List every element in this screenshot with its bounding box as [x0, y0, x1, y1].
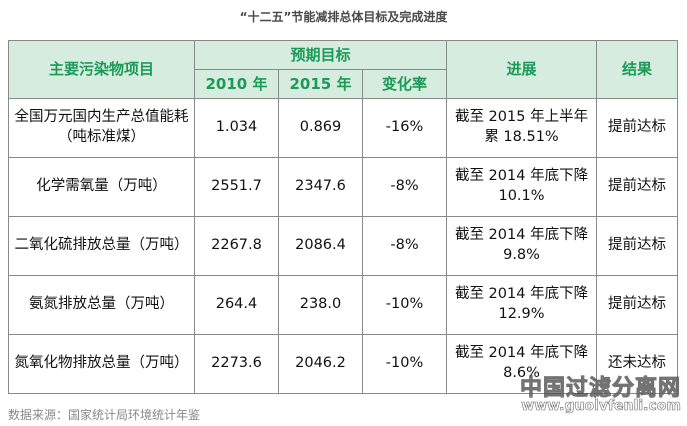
row-progress: 截至 2014 年底下降 8.6%: [446, 334, 598, 394]
row-value-2015: 2086.4: [278, 216, 363, 276]
row-change-rate: -10%: [361, 334, 448, 394]
row-progress: 截至 2014 年底下降 12.9%: [446, 275, 598, 335]
row-item: 氮氧化物排放总量（万吨）: [8, 334, 195, 394]
row-change-rate: -10%: [361, 275, 448, 335]
row-value-2015: 238.0: [278, 275, 363, 335]
row-value-2015: 0.869: [278, 98, 363, 158]
row-value-2010: 2273.6: [194, 334, 279, 394]
page-title: “十二五”节能减排总体目标及完成进度: [239, 10, 448, 24]
table-row: 全国万元国内生产总值能耗（吨标准煤） 1.034 0.869 -16% 截至 2…: [8, 98, 679, 158]
row-result: 提前达标: [596, 157, 679, 217]
row-change-rate: -16%: [361, 98, 448, 158]
header-2010: 2010 年: [194, 69, 279, 99]
row-item: 二氧化硫排放总量（万吨）: [8, 216, 195, 276]
row-result: 提前达标: [596, 216, 679, 276]
header-result: 结果: [596, 40, 679, 99]
row-value-2010: 264.4: [194, 275, 279, 335]
targets-table: 主要污染物项目 预期目标 进展 结果 2010 年 2015 年 变化率 全国万…: [8, 40, 679, 394]
table-row: 氨氮排放总量（万吨） 264.4 238.0 -10% 截至 2014 年底下降…: [8, 275, 679, 335]
row-value-2015: 2347.6: [278, 157, 363, 217]
row-value-2010: 2551.7: [194, 157, 279, 217]
row-result: 提前达标: [596, 98, 679, 158]
row-item: 氨氮排放总量（万吨）: [8, 275, 195, 335]
watermark-url: www.guolvfenli.com: [521, 398, 681, 415]
row-progress: 截至 2014 年底下降 10.1%: [446, 157, 598, 217]
row-progress: 截至 2015 年上半年累 18.51%: [446, 98, 598, 158]
row-item: 全国万元国内生产总值能耗（吨标准煤）: [8, 98, 195, 158]
header-item: 主要污染物项目: [8, 40, 195, 99]
row-result: 还未达标: [596, 334, 679, 394]
row-value-2010: 1.034: [194, 98, 279, 158]
row-result: 提前达标: [596, 275, 679, 335]
row-item: 化学需氧量（万吨）: [8, 157, 195, 217]
row-value-2015: 2046.2: [278, 334, 363, 394]
header-2015: 2015 年: [278, 69, 363, 99]
header-change-rate: 变化率: [361, 69, 448, 99]
header-progress: 进展: [446, 40, 598, 99]
row-change-rate: -8%: [361, 157, 448, 217]
table-row: 氮氧化物排放总量（万吨） 2273.6 2046.2 -10% 截至 2014 …: [8, 334, 679, 394]
row-change-rate: -8%: [361, 216, 448, 276]
data-source-note: 数据来源：国家统计局环境统计年鉴: [8, 408, 201, 422]
table-row: 化学需氧量（万吨） 2551.7 2347.6 -8% 截至 2014 年底下降…: [8, 157, 679, 217]
table-row: 二氧化硫排放总量（万吨） 2267.8 2086.4 -8% 截至 2014 年…: [8, 216, 679, 276]
row-value-2010: 2267.8: [194, 216, 279, 276]
row-progress: 截至 2014 年底下降 9.8%: [446, 216, 598, 276]
header-target-group: 预期目标: [193, 40, 448, 70]
